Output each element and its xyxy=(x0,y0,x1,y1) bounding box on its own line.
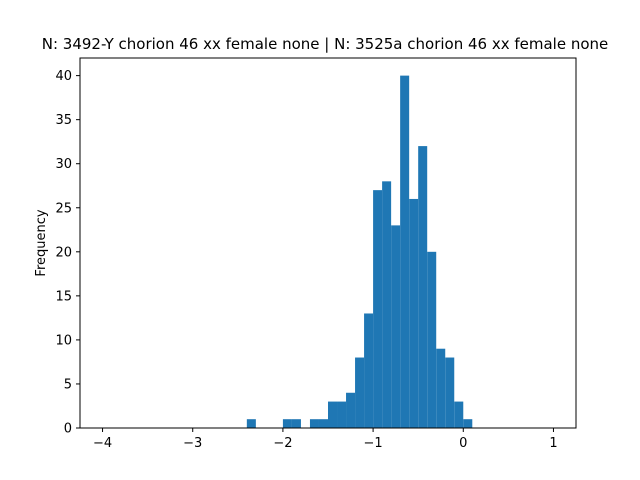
y-tick-label: 40 xyxy=(55,69,72,84)
histogram-bar xyxy=(382,181,392,428)
x-tick-label: 1 xyxy=(549,436,557,451)
x-tick-label: −2 xyxy=(273,436,292,451)
x-tick-label: 0 xyxy=(459,436,467,451)
y-tick-label: 5 xyxy=(64,377,72,392)
histogram-bar xyxy=(328,401,338,428)
histogram-bar xyxy=(318,419,328,428)
y-tick-label: 20 xyxy=(55,245,72,260)
histogram-bar xyxy=(427,251,437,428)
y-tick-label: 30 xyxy=(55,157,72,172)
y-tick-label: 35 xyxy=(55,113,72,128)
histogram-bar xyxy=(400,75,410,428)
histogram-bar xyxy=(355,357,365,428)
chart-title: N: 3492-Y chorion 46 xx female none | N:… xyxy=(42,35,609,53)
histogram-bar xyxy=(337,401,347,428)
y-tick-label: 0 xyxy=(64,422,72,437)
x-tick-label: −4 xyxy=(93,436,112,451)
x-tick-label: −1 xyxy=(364,436,383,451)
histogram-bar xyxy=(346,392,356,428)
y-tick-label: 15 xyxy=(55,289,72,304)
histogram-bar xyxy=(463,419,473,428)
y-tick-label: 25 xyxy=(55,201,72,216)
histogram-bar xyxy=(409,198,419,428)
y-tick-label: 10 xyxy=(55,333,72,348)
histogram-bar xyxy=(391,225,401,428)
y-axis-label: Frequency xyxy=(34,209,49,276)
y-axis: 0 5 10 15 20 25 30 35 40 xyxy=(55,69,80,437)
histogram-bar xyxy=(246,419,256,428)
histogram-bar xyxy=(418,146,428,428)
plot-frame xyxy=(79,57,577,429)
histogram-bar xyxy=(309,419,319,428)
histogram-bar xyxy=(364,313,374,428)
histogram-bar xyxy=(291,419,301,428)
bars-group xyxy=(246,75,473,428)
histogram-bar xyxy=(445,357,455,428)
histogram-bar xyxy=(282,419,292,428)
x-axis: −4 −3 −2 −1 0 1 xyxy=(93,428,558,451)
histogram-bar xyxy=(436,348,446,428)
histogram-bar xyxy=(454,401,464,428)
histogram-bar xyxy=(373,190,383,428)
x-tick-label: −3 xyxy=(183,436,202,451)
